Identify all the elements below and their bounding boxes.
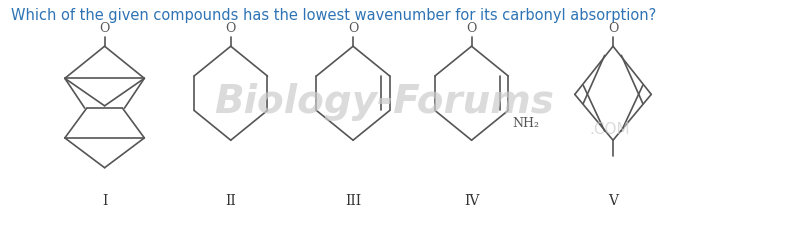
- Text: I: I: [102, 193, 107, 207]
- Text: II: II: [226, 193, 236, 207]
- Text: O: O: [608, 22, 618, 35]
- Text: O: O: [348, 22, 358, 35]
- Text: O: O: [466, 22, 477, 35]
- Text: Which of the given compounds has the lowest wavenumber for its carbonyl absorpti: Which of the given compounds has the low…: [10, 8, 656, 23]
- Text: .COM: .COM: [589, 122, 630, 137]
- Text: O: O: [99, 22, 110, 35]
- Text: V: V: [608, 193, 618, 207]
- Text: NH₂: NH₂: [512, 117, 539, 130]
- Text: O: O: [226, 22, 236, 35]
- Text: III: III: [345, 193, 361, 207]
- Text: Biology-Forums: Biology-Forums: [214, 83, 554, 121]
- Text: IV: IV: [464, 193, 479, 207]
